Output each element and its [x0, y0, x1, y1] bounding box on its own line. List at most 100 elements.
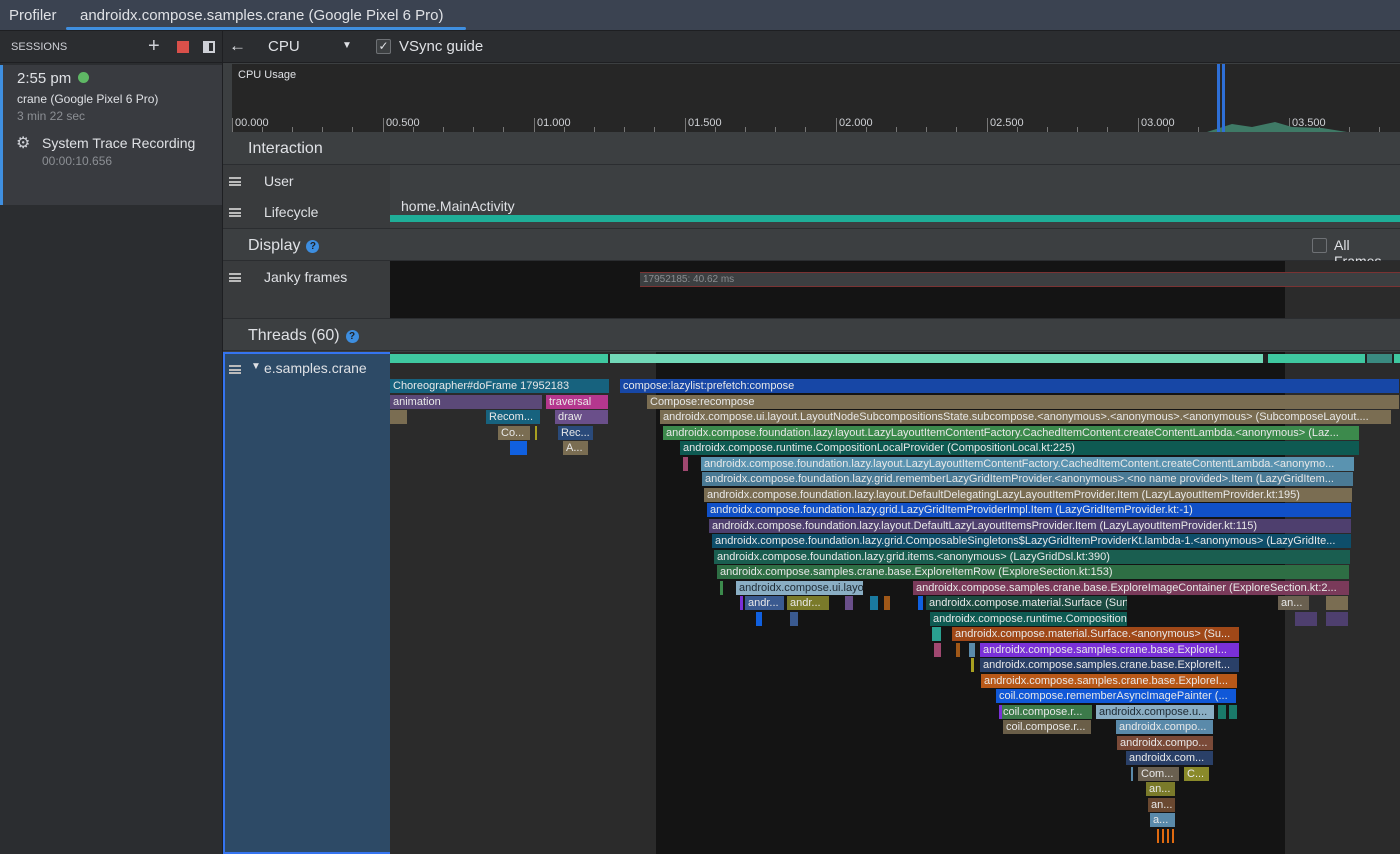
recording-title[interactable]: System Trace Recording	[42, 135, 196, 151]
flame-slice[interactable]: traversal	[546, 394, 608, 409]
flame-slice[interactable]: compose:lazylist:prefetch:compose	[620, 379, 1399, 393]
flame-slice[interactable]	[1167, 828, 1169, 843]
flame-slice[interactable]: androidx.compose.u...	[1096, 704, 1214, 719]
flame-slice[interactable]: androidx.compose.ui.layout.m...	[736, 580, 863, 595]
thread-name: e.samples.crane	[264, 360, 367, 376]
flame-slice[interactable]	[884, 596, 890, 610]
flame-slice[interactable]: androidx.compose.foundation.lazy.grid.it…	[714, 549, 1350, 564]
flame-slice[interactable]: androidx.compose.foundation.lazy.layout.…	[704, 487, 1352, 502]
flame-slice[interactable]: androidx.compose.material.Surface (Surfa…	[926, 596, 1127, 610]
flame-slice[interactable]	[1172, 828, 1174, 843]
minor-tick	[443, 127, 444, 132]
flame-slice[interactable]: androidx.compo...	[1116, 720, 1213, 734]
flame-slice[interactable]: Choreographer#doFrame 17952183	[390, 379, 609, 393]
flame-slice[interactable]	[1229, 704, 1237, 719]
flame-slice[interactable]: androidx.compose.runtime.CompositionLoca…	[930, 611, 1127, 626]
major-tick	[1138, 118, 1139, 132]
flame-slice[interactable]: androidx.com...	[1126, 751, 1213, 765]
help-icon[interactable]: ?	[306, 240, 320, 253]
flame-slice[interactable]	[956, 642, 960, 657]
flame-slice[interactable]: draw	[555, 410, 608, 424]
flame-slice[interactable]: A...	[563, 441, 588, 455]
flame-slice[interactable]: androidx.compose.foundation.lazy.layout.…	[709, 518, 1351, 533]
chevron-down-icon[interactable]: ▼	[251, 361, 261, 372]
flame-slice[interactable]	[510, 441, 527, 455]
lifecycle-event-bar[interactable]	[390, 215, 1400, 222]
drag-handle-icon[interactable]	[229, 273, 241, 282]
flame-slice[interactable]	[720, 580, 723, 595]
flame-slice[interactable]	[934, 642, 941, 657]
flame-slice[interactable]: androidx.compose.samples.crane.base.Expl…	[981, 673, 1237, 688]
flame-slice[interactable]: coil.compose.r...	[1003, 720, 1091, 734]
flame-slice[interactable]: andr...	[787, 596, 829, 610]
flame-slice[interactable]	[932, 627, 941, 641]
profiler-select[interactable]: CPU ▼	[268, 35, 356, 59]
janky-frame-bar[interactable]: 17952185: 40.62 ms	[640, 272, 1400, 287]
arrow-left-icon[interactable]: ←	[229, 36, 246, 55]
flame-slice[interactable]	[918, 596, 923, 610]
flame-slice[interactable]	[790, 611, 798, 626]
flame-slice[interactable]: Recom...	[486, 410, 540, 424]
flame-slice[interactable]	[870, 596, 878, 610]
plus-icon[interactable]: +	[148, 35, 160, 57]
flame-slice[interactable]	[535, 425, 537, 440]
tick-label: 01.500	[688, 117, 722, 129]
flame-slice[interactable]: androidx.compose.ui.layout.LayoutNodeSub…	[660, 410, 1391, 424]
flame-slice[interactable]: animation	[390, 394, 542, 409]
flame-slice[interactable]: androidx.compose.samples.crane.base.Expl…	[913, 580, 1349, 595]
help-icon[interactable]: ?	[345, 330, 359, 343]
flame-slice[interactable]: androidx.compose.samples.crane.base.Expl…	[980, 658, 1239, 672]
flame-slice[interactable]: androidx.compose.foundation.lazy.grid.Co…	[712, 534, 1351, 548]
flame-slice[interactable]: androidx.compose.runtime.CompositionLoca…	[680, 441, 1359, 455]
all-frames-checkbox[interactable]	[1312, 238, 1327, 253]
flame-slice[interactable]: C...	[1184, 766, 1209, 781]
vsync-checkbox[interactable]: ✓	[376, 39, 391, 54]
flame-slice[interactable]: an...	[1278, 596, 1309, 610]
flame-slice[interactable]: androidx.compose.samples.crane.base.Expl…	[980, 642, 1239, 657]
flame-slice[interactable]: Compose:recompose	[647, 394, 1399, 409]
flame-slice[interactable]	[971, 658, 974, 672]
flame-slice[interactable]	[1131, 766, 1133, 781]
flame-slice[interactable]	[1295, 611, 1317, 626]
flame-slice[interactable]	[845, 596, 853, 610]
flame-slice[interactable]: androidx.compose.foundation.lazy.layout.…	[663, 425, 1359, 440]
flame-slice[interactable]: androidx.compose.foundation.lazy.layout.…	[701, 456, 1354, 471]
panel-toggle-icon[interactable]	[203, 41, 215, 53]
drag-handle-icon[interactable]	[229, 177, 241, 186]
flame-slice[interactable]	[756, 611, 762, 626]
drag-handle-icon[interactable]	[229, 208, 241, 217]
thread-track[interactable]: Choreographer#doFrame 17952183 compose:la…	[390, 352, 1400, 854]
flame-slice[interactable]: Rec...	[558, 425, 593, 440]
flame-slice[interactable]	[1157, 828, 1159, 843]
flame-slice[interactable]	[1326, 611, 1348, 626]
flame-slice[interactable]	[740, 596, 743, 610]
flame-slice[interactable]: androidx.compo...	[1117, 735, 1213, 750]
top-tab-bar: Profiler androidx.compose.samples.crane …	[0, 0, 1400, 31]
flame-slice[interactable]	[1218, 704, 1226, 719]
session-item[interactable]: 2:55 pm crane (Google Pixel 6 Pro) 3 min…	[0, 65, 222, 205]
drag-handle-icon[interactable]	[229, 365, 241, 374]
flame-slice[interactable]	[999, 704, 1002, 719]
flame-slice[interactable]: coil.compose.rememberAsyncImagePainter (…	[996, 689, 1236, 703]
tab-session[interactable]: androidx.compose.samples.crane (Google P…	[80, 7, 444, 24]
flame-slice[interactable]: Com...	[1138, 766, 1179, 781]
lifecycle-event-label[interactable]: home.MainActivity	[401, 198, 515, 214]
flame-slice[interactable]	[390, 410, 407, 424]
flame-slice[interactable]: andr...	[745, 596, 784, 610]
flame-slice[interactable]	[1326, 596, 1348, 610]
stop-icon[interactable]	[177, 41, 189, 53]
flame-slice[interactable]	[683, 456, 688, 471]
flame-slice[interactable]: androidx.compose.samples.crane.base.Expl…	[717, 565, 1349, 579]
flame-slice[interactable]: coil.compose.r...	[1000, 704, 1092, 719]
thread-label-crane[interactable]: ▼ e.samples.crane	[223, 352, 390, 854]
cpu-usage-track[interactable]: CPU Usage 00.000 00.500 01.000 01.500 02.000…	[232, 64, 1400, 132]
flame-slice[interactable]: an...	[1146, 782, 1175, 796]
flame-slice[interactable]: an...	[1148, 797, 1175, 812]
flame-slice[interactable]	[969, 642, 975, 657]
flame-slice[interactable]: androidx.compose.material.Surface.<anony…	[952, 627, 1239, 641]
flame-slice[interactable]: androidx.compose.foundation.lazy.grid.re…	[702, 472, 1353, 486]
flame-slice[interactable]: a...	[1150, 813, 1175, 827]
flame-slice[interactable]: androidx.compose.foundation.lazy.grid.La…	[707, 503, 1351, 517]
flame-slice[interactable]: Co...	[498, 425, 530, 440]
flame-slice[interactable]	[1162, 828, 1164, 843]
